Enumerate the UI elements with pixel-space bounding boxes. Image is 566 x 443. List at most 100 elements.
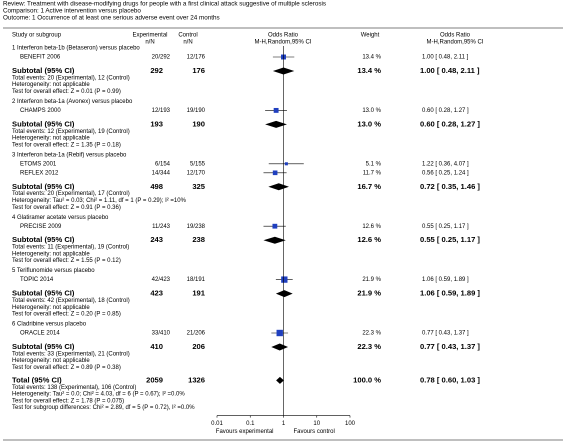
experimental-count: 2059 [146,375,163,384]
comparison: Comparison: 1 Active intervention versus… [3,8,141,15]
study-marker [273,107,279,113]
summary-diamond [275,290,293,298]
effect-estimate: 0.78 [ 0.60, 1.03 ] [420,375,480,384]
control-count: 12/170 [187,170,206,176]
note: Test for overall effect: Z = 1.78 (P = 0… [12,398,124,404]
study-name: ETOMS 2001 [20,161,57,167]
study-marker [281,276,288,283]
note: Heterogeneity: not applicable [12,305,90,311]
x-tick-label: 10 [313,421,320,427]
note: Test for overall effect: Z = 0.91 (P = 0… [12,205,121,211]
subtotal-label: Subtotal (95% CI) [12,182,75,191]
note: Heterogeneity: Tau² = 0.03; Chi² = 1.11,… [12,198,187,204]
weight: 5.1 % [366,161,382,167]
weight: 13.0 % [357,119,381,128]
note: Heterogeneity: not applicable [12,358,90,364]
column-header: M-H,Random,95% CI [254,40,311,46]
control-count: 21/206 [187,331,206,337]
effect-estimate: 1.06 [ 0.59, 1.89 ] [420,289,480,298]
experimental-count: 20/292 [152,55,171,61]
effect-estimate: 0.72 [ 0.35, 1.46 ] [420,182,480,191]
control-count: 190 [192,119,205,128]
control-count: 176 [192,66,205,75]
experimental-count: 14/344 [152,170,171,176]
group-title: 1 Interferon beta-1b (Betaseron) versus … [12,46,140,52]
note: Test for subgroup differences: Chi² = 2.… [12,405,195,411]
weight: 21.9 % [357,289,381,298]
study-marker [272,223,278,229]
note: Test for overall effect: Z = 1.55 (P = 0… [12,258,121,264]
weight: 13.0 % [362,108,381,114]
note: Heterogeneity: Tau² = 0.0; Chi² = 4.03, … [12,392,185,398]
group-title: 6 Cladribine versus placebo [12,322,87,328]
x-tick-label: 0.01 [211,421,223,427]
note: Total events: 33 (Experimental), 21 (Con… [12,351,130,357]
column-header: Weight [361,33,380,39]
study-name: BENEFIT 2006 [20,55,61,61]
study-marker [284,162,288,166]
study-marker [272,170,278,176]
effect-estimate: 1.00 [ 0.48, 2.11 ] [420,66,480,75]
note: Total events: 138 (Experimental), 106 (C… [12,385,136,391]
study-name: PRECISE 2009 [20,224,62,230]
effect-estimate: 0.77 [ 0.43, 1.37 ] [422,331,469,337]
effect-estimate: 0.60 [ 0.28, 1.27 ] [420,119,480,128]
weight: 13.4 % [357,66,381,75]
effect-estimate: 1.00 [ 0.48, 2.11 ] [422,55,469,61]
note: Test for overall effect: Z = 0.01 (P = 0… [12,89,121,95]
weight: 12.6 % [357,235,381,244]
subtotal-label: Total (95% CI) [12,375,62,384]
column-header: Odds Ratio [440,33,471,39]
effect-estimate: 0.55 [ 0.25, 1.17 ] [420,235,480,244]
weight: 22.3 % [357,342,381,351]
column-header: n/N [145,40,154,46]
experimental-count: 33/410 [152,331,171,337]
control-count: 325 [192,182,205,191]
experimental-count: 243 [150,235,163,244]
weight: 100.0 % [353,375,381,384]
weight: 11.7 % [363,170,382,176]
effect-estimate: 0.60 [ 0.28, 1.27 ] [422,108,469,114]
weight: 12.6 % [362,224,381,230]
effect-estimate: 1.06 [ 0.59, 1.89 ] [422,277,469,283]
effect-estimate: 0.77 [ 0.43, 1.37 ] [420,342,480,351]
column-header: Odds Ratio [268,33,299,39]
control-count: 1326 [188,375,205,384]
subtotal-label: Subtotal (95% CI) [12,119,75,128]
favours-label: Favours experimental [216,429,274,435]
subtotal-label: Subtotal (95% CI) [12,66,75,75]
summary-diamond [268,183,289,191]
study-name: REFLEX 2012 [20,170,59,176]
summary-diamond [271,343,289,351]
experimental-count: 423 [150,289,163,298]
experimental-count: 11/243 [152,224,171,230]
experimental-count: 6/154 [155,161,171,167]
control-count: 191 [192,289,205,298]
note: Total events: 42 (Experimental), 18 (Con… [12,298,130,304]
experimental-count: 292 [150,66,163,75]
control-count: 18/191 [187,277,206,283]
study-name: CHAMPS 2000 [20,108,61,114]
summary-diamond [263,236,286,244]
control-count: 19/190 [187,108,206,114]
note: Total events: 12 (Experimental), 19 (Con… [12,129,130,135]
subtotal-label: Subtotal (95% CI) [12,235,75,244]
study-name: ORACLE 2014 [20,331,60,337]
control-count: 19/238 [187,224,206,230]
experimental-count: 498 [150,182,163,191]
note: Test for overall effect: Z = 0.20 (P = 0… [12,312,121,318]
review-title: Review: Treatment with disease-modifying… [3,1,326,8]
control-count: 12/176 [187,55,206,61]
note: Heterogeneity: not applicable [12,136,90,142]
note: Total events: 20 (Experimental), 17 (Con… [12,191,130,197]
study-marker [276,329,283,337]
control-count: 5/155 [190,161,206,167]
experimental-count: 410 [150,342,163,351]
column-header: Control [178,33,197,39]
experimental-count: 42/423 [152,277,171,283]
control-count: 206 [192,342,205,351]
effect-estimate: 1.22 [ 0.36, 4.07 ] [422,161,469,167]
effect-estimate: 0.55 [ 0.25, 1.17 ] [422,224,469,230]
